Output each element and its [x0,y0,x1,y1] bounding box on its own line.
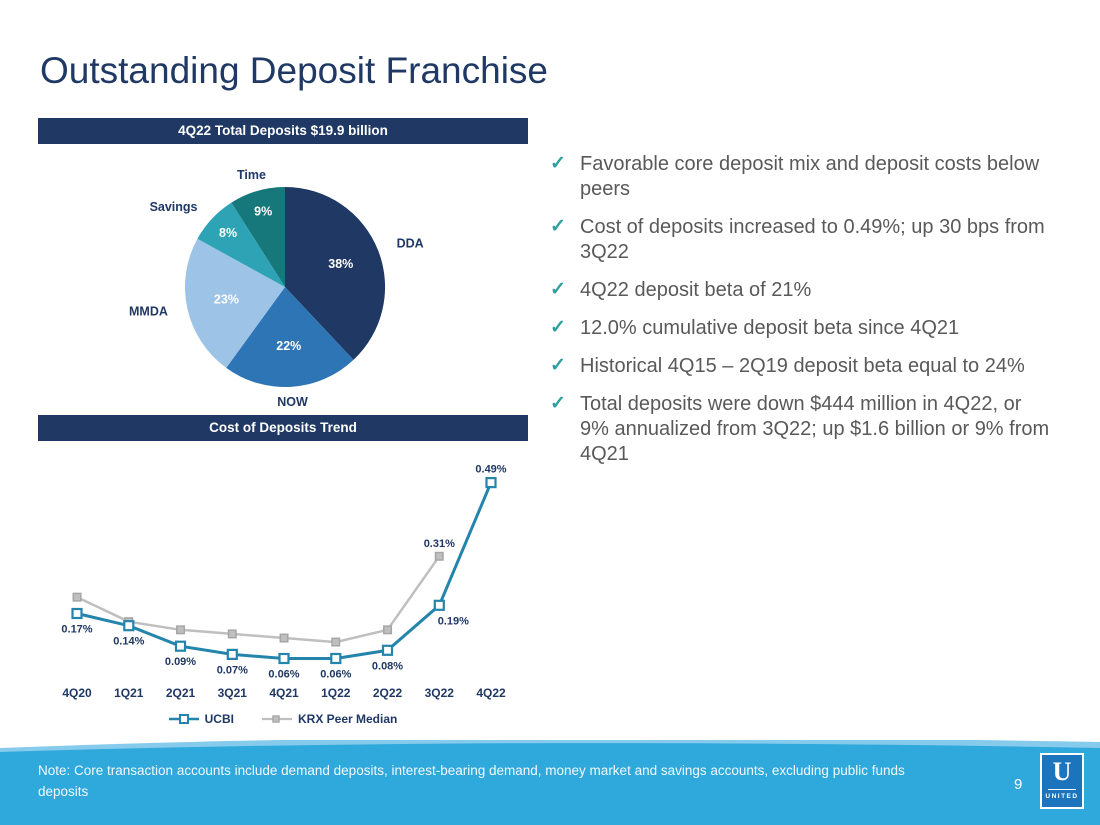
x-axis-label: 2Q22 [373,686,403,700]
bullet-item: ✓ Total deposits were down $444 million i… [550,392,1055,467]
logo-name: UNITED [1045,793,1079,800]
bullet-text: Total deposits were down $444 million in… [580,393,1050,465]
footnote: Note: Core transaction accounts include … [38,763,905,799]
page-title: Outstanding Deposit Franchise [40,50,548,91]
footer-wave-front [0,743,1100,825]
pie-slice-label: MMDA [129,305,168,319]
x-axis-label: 3Q22 [425,686,455,700]
data-point-marker [71,607,83,620]
legend-label: KRX Peer Median [297,712,398,726]
data-point-marker [123,620,135,632]
data-point-marker [381,644,394,656]
x-axis-label: 2Q21 [166,686,196,700]
legend-marker-icon [261,715,292,723]
pie-slice-label: Time [237,168,266,182]
data-point-marker [227,629,237,639]
data-point-marker [433,599,445,611]
line-chart: 0.31% 0.17% 0.14% 0.09% 0.07% 0.06% 0.06% 0.08%… [61,464,506,700]
data-point-marker [174,640,187,652]
x-axis-label: 4Q20 [62,686,92,700]
pie-panel-header: 4Q22 Total Deposits $19.9 billion [38,118,528,144]
pie-pct-label: 22% [276,339,301,353]
check-icon: ✓ [550,279,566,300]
data-point-marker [176,625,186,635]
data-point-marker [330,652,342,665]
data-label: 0.06% [320,669,351,681]
bullet-text: 12.0% cumulative deposit beta since 4Q21 [580,317,960,339]
pie-slice-now [226,287,354,388]
x-axis-label: 3Q21 [218,686,248,700]
legend-item: UCBI [168,712,234,726]
bullet-text: 4Q22 deposit beta of 21% [580,279,812,301]
x-axis-label: 4Q21 [269,686,299,700]
bullet-text: Favorable core deposit mix and deposit c… [580,153,1040,200]
data-label: 0.31% [424,538,455,550]
series-line-krx [76,555,441,644]
check-icon: ✓ [550,153,566,174]
bullet-list: ✓ Favorable core deposit mix and deposit … [550,152,1055,480]
united-logo: U UNITED [1040,753,1084,809]
logo-letter: U [1052,757,1072,786]
pie-pct-label: 38% [328,257,353,271]
bullet-item: ✓ Favorable core deposit mix and deposit … [550,152,1055,202]
pie-pct-label: 23% [214,292,239,306]
check-icon: ✓ [550,317,566,338]
pie-slice-mmda [185,238,285,368]
data-label: 0.06% [268,669,299,681]
data-point-marker [279,633,289,643]
page-number: 9 [1014,776,1023,793]
legend-marker-icon [168,714,199,724]
legend-label: UCBI [204,712,234,726]
data-label: 0.49% [475,464,506,476]
check-icon: ✓ [550,355,566,376]
check-icon: ✓ [550,393,566,414]
bullet-text: Historical 4Q15 – 2Q19 deposit beta equa… [580,355,1025,377]
data-point-marker [383,625,393,635]
data-point-marker [72,592,82,602]
data-label: 0.19% [438,615,469,627]
data-label: 0.14% [113,636,144,648]
check-icon: ✓ [550,216,566,237]
pie-pct-label: 9% [254,204,272,218]
data-point-marker [278,652,290,665]
line-panel-header: Cost of Deposits Trend [38,415,528,441]
bullet-text: Cost of deposits increased to 0.49%; up … [580,216,1045,263]
chart-legend: UCBI KRX Peer Median [38,712,528,726]
pie-slice-label: DDA [397,237,424,251]
bullet-item: ✓ Historical 4Q15 – 2Q19 deposit beta equ… [550,354,1055,379]
logo-divider [1048,789,1076,790]
data-label: 0.07% [217,664,248,676]
data-label: 0.17% [61,624,92,636]
data-point-marker [485,476,497,489]
bullet-item: ✓ 12.0% cumulative deposit beta since 4Q2… [550,316,1055,341]
pie-slice-label: Savings [150,200,198,214]
pie-slice-time [231,187,285,287]
x-axis-label: 1Q21 [114,686,144,700]
data-label: 0.08% [372,660,403,672]
data-label: 0.09% [165,656,196,668]
footer-wave [0,740,1100,825]
pie-slice-savings [197,202,285,287]
pie-chart: 38% DDA 22% NOW 23% MMDA 8% Savings 9% Time [129,168,424,409]
pie-pct-label: 8% [219,226,237,240]
legend-item: KRX Peer Median [261,712,398,726]
x-axis-label: 4Q22 [476,686,506,700]
bullet-item: ✓ 4Q22 deposit beta of 21% [550,278,1055,303]
bullet-item: ✓ Cost of deposits increased to 0.49%; up… [550,215,1055,265]
pie-slice-dda [285,186,386,360]
pie-slice-label: NOW [277,395,308,409]
data-point-marker [434,551,444,561]
data-point-marker [331,637,341,647]
data-point-marker [226,648,238,660]
x-axis-label: 1Q22 [321,686,351,700]
